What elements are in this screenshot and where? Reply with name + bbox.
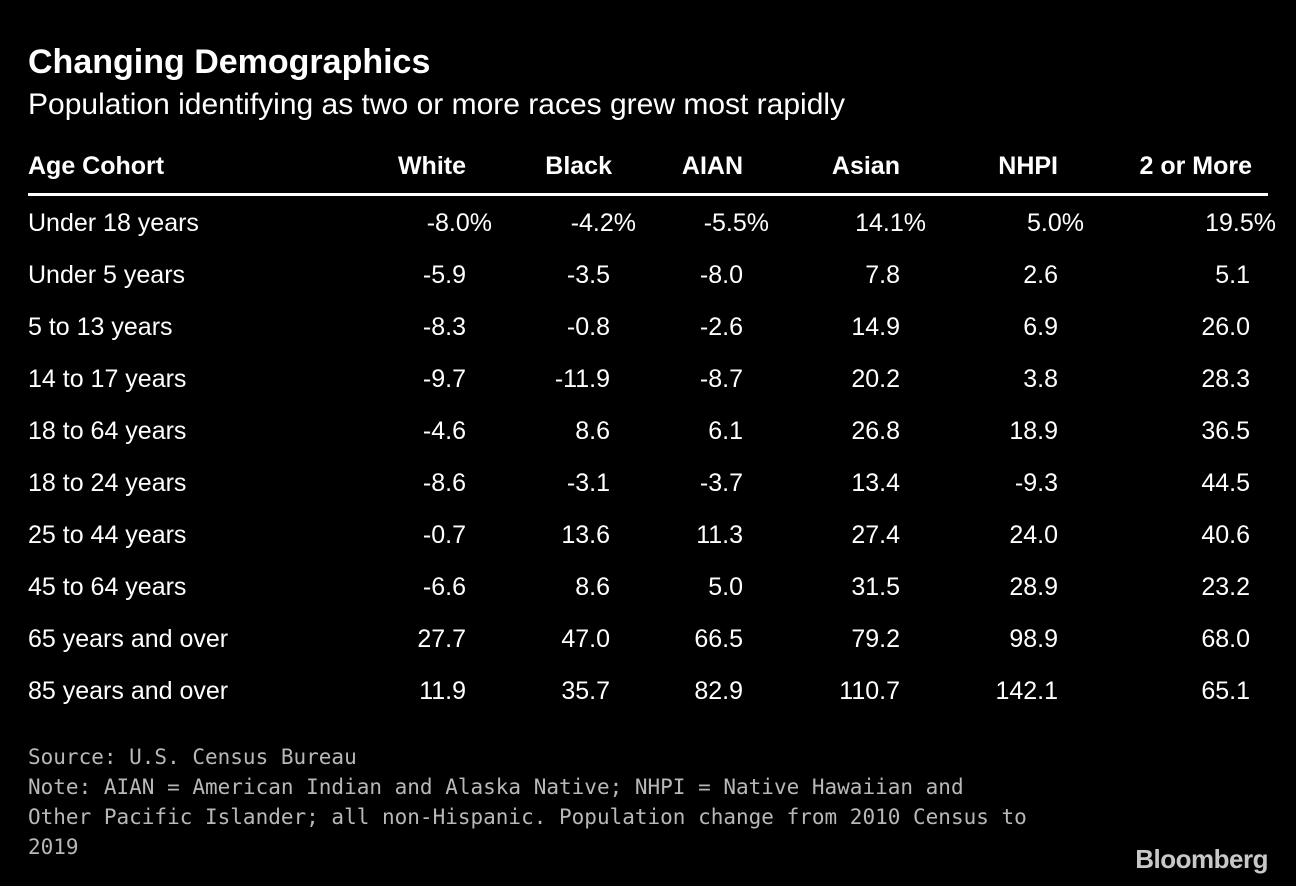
table-row: 25 to 44 years -0.7 13.6 11.3 27.4 24.0 40.6	[28, 508, 1268, 560]
cell-nhpi: 5.0%	[1027, 209, 1084, 237]
cell-aian: 82.9	[694, 677, 743, 705]
cell-asian: 13.4	[851, 469, 900, 497]
cell-white: -0.7	[422, 521, 466, 549]
column-header-white: White	[397, 152, 466, 180]
page-subtitle: Population identifying as two or more ra…	[28, 88, 846, 121]
table-row: 65 years and over 27.7 47.0 66.5 79.2 98.9 68.…	[28, 612, 1268, 664]
cell-two-or-more: 28.3	[1201, 365, 1250, 393]
cell-asian: 27.4	[851, 521, 900, 549]
table-row: 18 to 24 years -8.6 -3.1 -3.7 13.4 -9.3 44.5	[28, 456, 1268, 508]
column-header-black: Black	[545, 152, 612, 180]
row-label: 18 to 24 years	[28, 469, 187, 497]
cell-asian: 14.1%	[855, 209, 926, 237]
table-row: 5 to 13 years -8.3 -0.8 -2.6 14.9 6.9 26.0	[28, 300, 1268, 352]
cell-asian: 20.2	[851, 365, 900, 393]
cell-nhpi: 6.9	[1023, 313, 1058, 341]
cell-asian: 79.2	[851, 625, 900, 653]
cell-two-or-more: 44.5	[1201, 469, 1250, 497]
cell-aian: -8.0	[699, 261, 743, 289]
table-row: 45 to 64 years -6.6 8.6 5.0 31.5 28.9 23.2	[28, 560, 1268, 612]
data-table: Age Cohort White Black AIAN Asian NHPI 2 or Mo…	[28, 145, 1276, 716]
cell-aian: 5.0	[708, 573, 743, 601]
table-row: Under 5 years -5.9 -3.5 -8.0 7.8 2.6 5.1	[28, 248, 1268, 300]
cell-nhpi: -9.3	[1014, 469, 1058, 497]
cell-two-or-more: 26.0	[1201, 313, 1250, 341]
header-divider	[28, 193, 1268, 196]
cell-black: -3.1	[566, 469, 610, 497]
bloomberg-logo: Bloomberg	[1135, 844, 1268, 874]
page-title: Changing Demographics	[28, 43, 431, 81]
cell-black: -11.9	[554, 365, 610, 393]
table-row: 18 to 64 years -4.6 8.6 6.1 26.8 18.9 36.5	[28, 404, 1268, 456]
row-label: 45 to 64 years	[28, 573, 187, 601]
row-label: Under 5 years	[28, 261, 186, 289]
cell-black: 8.6	[575, 573, 610, 601]
cell-nhpi: 3.8	[1023, 365, 1058, 393]
cell-white: -6.6	[422, 573, 466, 601]
column-header-two-or-more: 2 or More	[1139, 152, 1252, 180]
cell-nhpi: 142.1	[995, 677, 1058, 705]
cell-two-or-more: 23.2	[1201, 573, 1250, 601]
cell-asian: 110.7	[839, 677, 900, 705]
cell-two-or-more: 40.6	[1201, 521, 1250, 549]
cell-white: -9.7	[422, 365, 466, 393]
row-label: 65 years and over	[28, 625, 229, 653]
cell-aian: -2.6	[699, 313, 743, 341]
cell-two-or-more: 36.5	[1201, 417, 1250, 445]
cell-white: 11.9	[419, 677, 466, 705]
cell-black: 47.0	[561, 625, 610, 653]
table-row: 85 years and over 11.9 35.7 82.9 110.7 142.1 6…	[28, 664, 1268, 716]
cell-white: 27.7	[417, 625, 466, 653]
cell-black: -0.8	[566, 313, 610, 341]
cell-aian: -5.5%	[703, 209, 769, 237]
cell-white: -4.6	[422, 417, 466, 445]
cell-aian: 6.1	[708, 417, 743, 445]
cell-nhpi: 2.6	[1023, 261, 1058, 289]
row-label: 5 to 13 years	[28, 313, 173, 341]
table-row: 14 to 17 years -9.7 -11.9 -8.7 20.2 3.8 28.3	[28, 352, 1268, 404]
cell-aian: 11.3	[696, 521, 743, 549]
cell-black: 8.6	[575, 417, 610, 445]
definition-note: Note: AIAN = American Indian and Alaska …	[28, 775, 1027, 859]
footnotes: Source: U.S. Census Bureau Note: AIAN = …	[28, 742, 1038, 862]
cell-nhpi: 28.9	[1009, 573, 1058, 601]
cell-asian: 31.5	[851, 573, 900, 601]
column-header-label: Age Cohort	[28, 152, 165, 180]
cell-two-or-more: 5.1	[1215, 261, 1250, 289]
cell-aian: -3.7	[699, 469, 743, 497]
column-header-asian: Asian	[831, 152, 900, 180]
column-header-aian: AIAN	[681, 152, 743, 180]
cell-white: -8.3	[422, 313, 466, 341]
row-label: 14 to 17 years	[28, 365, 187, 393]
row-label: 85 years and over	[28, 677, 229, 705]
cell-nhpi: 24.0	[1009, 521, 1058, 549]
column-header-nhpi: NHPI	[998, 152, 1058, 180]
cell-two-or-more: 19.5%	[1205, 209, 1276, 237]
cell-aian: 66.5	[694, 625, 743, 653]
row-label: Under 18 years	[28, 209, 199, 237]
source-note: Source: U.S. Census Bureau	[28, 745, 357, 769]
table-row: Under 18 years -8.0% -4.2% -5.5% 14.1% 5.0% 19…	[28, 196, 1276, 248]
cell-white: -5.9	[422, 261, 466, 289]
cell-white: -8.0%	[426, 209, 492, 237]
row-label: 18 to 64 years	[28, 417, 187, 445]
cell-nhpi: 18.9	[1009, 417, 1058, 445]
cell-black: 35.7	[561, 677, 610, 705]
cell-two-or-more: 65.1	[1201, 677, 1250, 705]
cell-two-or-more: 68.0	[1201, 625, 1250, 653]
row-label: 25 to 44 years	[28, 521, 187, 549]
cell-asian: 14.9	[851, 313, 900, 341]
cell-nhpi: 98.9	[1009, 625, 1058, 653]
cell-black: -4.2%	[570, 209, 636, 237]
cell-aian: -8.7	[699, 365, 743, 393]
cell-black: -3.5	[566, 261, 610, 289]
cell-asian: 26.8	[851, 417, 900, 445]
cell-asian: 7.8	[865, 261, 900, 289]
cell-white: -8.6	[422, 469, 466, 497]
cell-black: 13.6	[561, 521, 610, 549]
table-header-row: Age Cohort White Black AIAN Asian NHPI 2 or Mo…	[28, 145, 1268, 189]
